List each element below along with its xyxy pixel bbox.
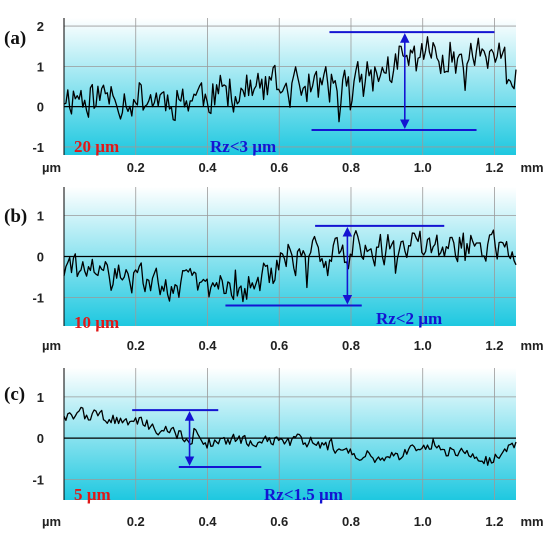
x-unit-end: mm xyxy=(520,514,543,529)
x-tick-label: 0.8 xyxy=(342,160,360,175)
x-tick-label: 0.2 xyxy=(127,514,145,529)
x-tick-label: 1.0 xyxy=(414,160,432,175)
x-tick-label: 0.8 xyxy=(342,514,360,529)
rz-label: Rz<2 µm xyxy=(376,309,442,328)
panel-label: (a) xyxy=(4,28,26,49)
plot-area xyxy=(64,368,516,500)
rz-label: Rz<1.5 µm xyxy=(264,485,343,504)
x-unit-end: mm xyxy=(520,338,543,353)
y-tick-label: -1 xyxy=(32,140,44,155)
y-tick-label: 0 xyxy=(37,250,44,265)
x-tick-label: 0.2 xyxy=(127,160,145,175)
panel-a: 2 1 0 -1 0.2 0.4 0.6 0.8 1.0 1.2 µm mm (a) 20 µm Rz<3 … xyxy=(4,18,544,175)
y-tick-label: 1 xyxy=(37,59,44,74)
surface-profile-line xyxy=(63,36,517,123)
scale-label: 10 µm xyxy=(74,313,119,332)
x-unit-start: µm xyxy=(42,514,61,529)
x-tick-label: 1.0 xyxy=(414,338,432,353)
x-tick-label: 0.4 xyxy=(198,514,217,529)
x-tick-label: 0.8 xyxy=(342,338,360,353)
y-tick-label: -1 xyxy=(32,290,44,305)
x-unit-start: µm xyxy=(42,160,61,175)
panel-label: (b) xyxy=(4,206,27,227)
scale-label: 20 µm xyxy=(74,137,119,156)
x-unit-start: µm xyxy=(42,338,61,353)
x-tick-label: 1.0 xyxy=(414,514,432,529)
x-tick-label: 0.6 xyxy=(270,338,288,353)
rz-label: Rz<3 µm xyxy=(210,137,276,156)
scale-label: 5 µm xyxy=(74,485,111,504)
y-tick-label: 1 xyxy=(37,390,44,405)
plot-area xyxy=(64,18,516,155)
y-tick-label: 0 xyxy=(37,100,44,115)
y-tick-label: 1 xyxy=(37,209,44,224)
surface-profile-line xyxy=(63,229,517,303)
panel-label: (c) xyxy=(4,384,25,405)
panel-b: 1 0 -1 0.2 0.4 0.6 0.8 1.0 1.2 µm mm (b) 10 µm Rz<2 µ… xyxy=(4,187,544,353)
x-tick-label: 1.2 xyxy=(485,514,503,529)
x-unit-end: mm xyxy=(520,160,543,175)
y-tick-label: 0 xyxy=(37,431,44,446)
x-tick-label: 0.4 xyxy=(198,160,217,175)
surface-profile-line xyxy=(63,406,517,466)
panel-c: 1 0 -1 0.2 0.4 0.6 0.8 1.0 1.2 µm mm (c) 5 µm Rz<1.5 … xyxy=(4,368,544,529)
x-tick-label: 1.2 xyxy=(485,160,503,175)
x-tick-label: 0.2 xyxy=(127,338,145,353)
x-tick-label: 0.6 xyxy=(270,160,288,175)
y-tick-label: -1 xyxy=(32,472,44,487)
x-tick-label: 0.6 xyxy=(270,514,288,529)
x-tick-label: 1.2 xyxy=(485,338,503,353)
x-tick-label: 0.4 xyxy=(198,338,217,353)
y-tick-label: 2 xyxy=(37,19,44,34)
